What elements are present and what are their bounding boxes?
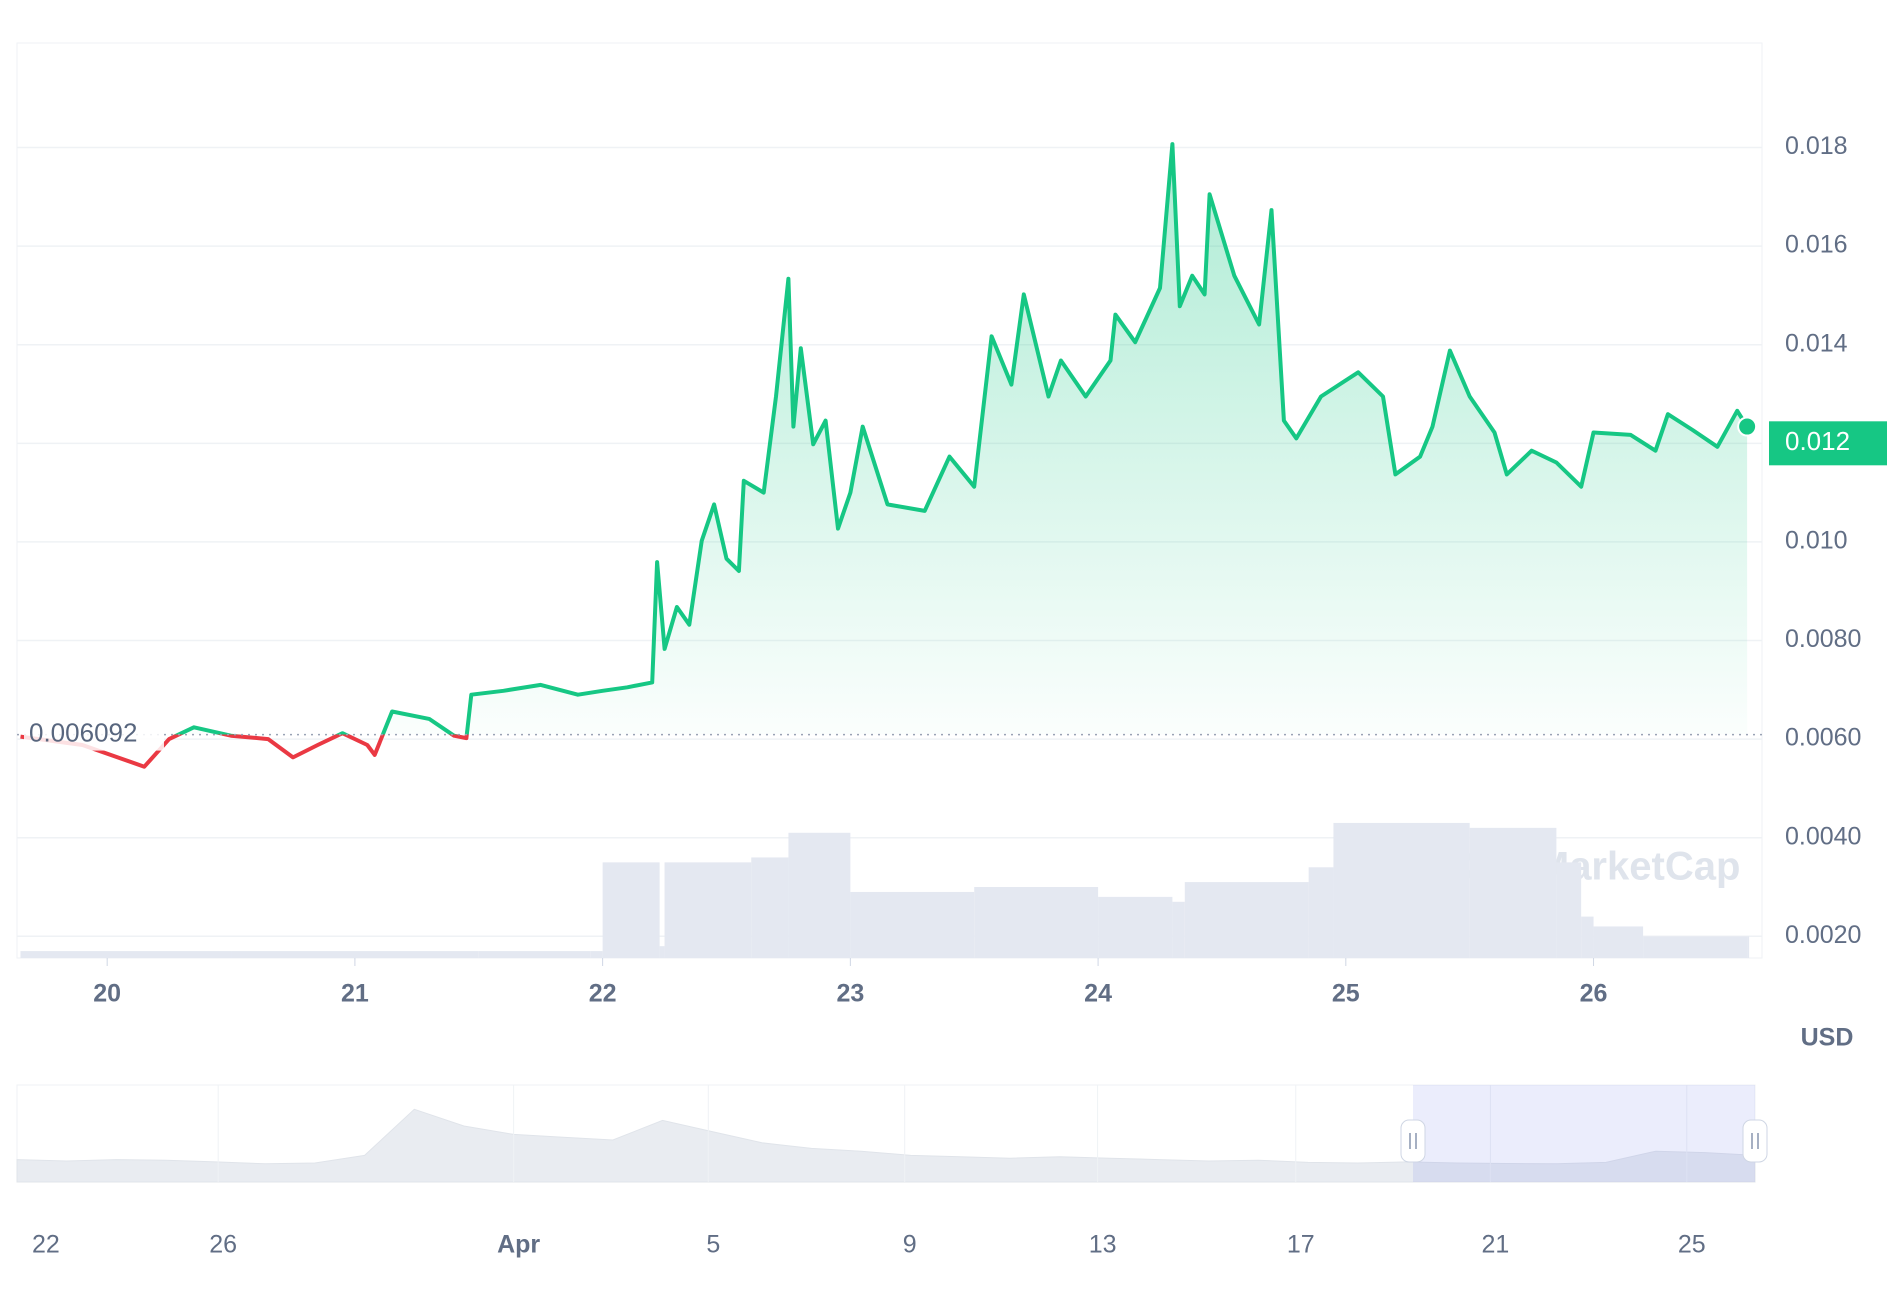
- volume-bar: [1581, 916, 1594, 958]
- volume-bar: [659, 946, 665, 958]
- x-tick-label: 25: [1332, 980, 1360, 1008]
- volume-bar: [478, 951, 591, 958]
- volume-bar: [602, 862, 660, 958]
- price-tag-label: 0.012: [1785, 426, 1850, 456]
- volume-bar: [1098, 896, 1173, 958]
- volume-bar: [1333, 822, 1470, 958]
- volume-bar: [20, 951, 232, 958]
- navigator-label: 9: [903, 1231, 917, 1259]
- x-tick-label: 22: [589, 980, 617, 1008]
- navigator-label: 17: [1287, 1231, 1315, 1259]
- last-point: [1737, 416, 1758, 437]
- volume-bar: [1593, 926, 1644, 958]
- navigator-area: [16, 1108, 1756, 1183]
- baseline-label: 0.006092: [29, 717, 137, 747]
- x-tick-label: 21: [341, 980, 369, 1008]
- x-tick-label: 20: [93, 980, 121, 1008]
- volume-bar: [1747, 936, 1750, 958]
- volume-bar: [664, 862, 752, 958]
- volume-bar: [974, 887, 1099, 958]
- volume-bar: [1556, 862, 1582, 958]
- volume-bar: [751, 857, 789, 958]
- volume-bar: [1469, 827, 1557, 958]
- navigator-handle[interactable]: [1400, 1119, 1426, 1163]
- volume-bar: [1184, 882, 1272, 958]
- volume-bar: [1271, 882, 1309, 958]
- x-tick-label: 23: [836, 980, 864, 1008]
- navigator-label: 26: [209, 1231, 237, 1259]
- y-tick-label: 0.018: [1785, 132, 1848, 160]
- navigator-label: 13: [1089, 1231, 1117, 1259]
- y-tick-label: 0.0040: [1785, 822, 1861, 850]
- price-area: [20, 144, 1748, 735]
- volume-bar: [1308, 867, 1334, 958]
- navigator-label: 5: [706, 1231, 720, 1259]
- navigator-label: Apr: [497, 1231, 540, 1259]
- navigator-label: 21: [1481, 1231, 1509, 1259]
- price-line: [20, 142, 1749, 769]
- navigator-selection: [1413, 1085, 1755, 1182]
- y-tick-label: 0.0080: [1785, 625, 1861, 653]
- y-tick-label: 0.0060: [1785, 724, 1861, 752]
- price-tag: [1769, 421, 1887, 466]
- volume-bar: [590, 951, 603, 958]
- x-tick-label: 24: [1084, 980, 1112, 1008]
- volume-bar: [231, 951, 479, 958]
- currency-label: USD: [1801, 1024, 1854, 1052]
- volume-bar: [788, 832, 838, 958]
- x-tick-label: 26: [1580, 980, 1608, 1008]
- volume-bar: [837, 832, 851, 958]
- navigator-label: 22: [32, 1231, 60, 1259]
- y-tick-label: 0.010: [1785, 527, 1848, 555]
- navigator-label: 25: [1678, 1231, 1706, 1259]
- y-tick-label: 0.016: [1785, 231, 1848, 259]
- volume-bar: [1172, 901, 1185, 958]
- y-tick-label: 0.014: [1785, 329, 1848, 357]
- volume-bar: [850, 891, 975, 958]
- navigator-handle[interactable]: [1742, 1119, 1768, 1163]
- y-tick-label: 0.0020: [1785, 921, 1861, 949]
- baseline-label-bg: [24, 716, 164, 751]
- volume-bar: [1643, 936, 1748, 958]
